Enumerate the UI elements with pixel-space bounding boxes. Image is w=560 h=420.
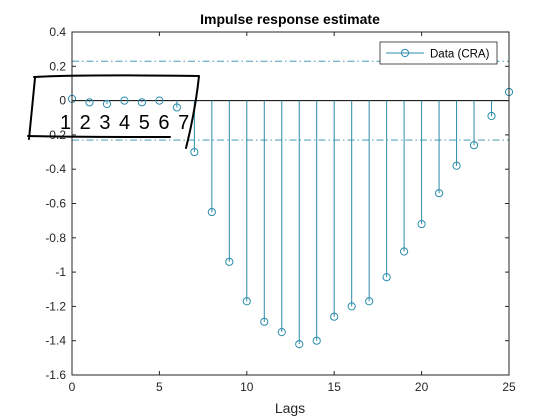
y-tick-label: -0.4 — [45, 162, 66, 176]
y-tick-label: -1.6 — [45, 368, 66, 382]
legend-label: Data (CRA) — [430, 49, 490, 61]
stem-marker — [120, 96, 129, 105]
stem-marker — [242, 297, 251, 306]
stem-marker — [417, 219, 426, 229]
x-tick-label: 25 — [502, 380, 516, 394]
stem-marker — [347, 302, 356, 311]
x-tick-label: 10 — [240, 380, 254, 394]
y-tick-label: -1.2 — [45, 299, 66, 313]
stem-marker — [260, 317, 269, 326]
annotation-text: 1 2 3 4 5 6 7 — [60, 112, 191, 134]
x-tick-label: 20 — [415, 380, 429, 394]
stem-marker — [137, 98, 147, 107]
stem-marker — [312, 336, 321, 345]
stem-marker — [330, 312, 339, 321]
chart-title: Impulse response estimate — [200, 11, 380, 27]
stem-marker — [469, 141, 479, 150]
x-axis-label: Lags — [275, 400, 305, 416]
stem-marker — [400, 247, 409, 256]
stem-marker — [295, 340, 304, 349]
axes: 0 5 10 15 20 25 -1.6 -1.4 -1.2 -1 -0.8 -0.6 -0.4 -0.2… — [45, 25, 516, 394]
stem-marker — [434, 189, 444, 198]
legend-box — [379, 41, 498, 65]
y-tick-label: -1 — [55, 265, 66, 279]
stem-marker — [365, 297, 374, 306]
stem-marker — [487, 111, 496, 121]
stem-marker — [155, 96, 164, 105]
y-tick-label: -1.4 — [45, 334, 66, 348]
legend-marker — [400, 48, 410, 58]
plot-area — [72, 32, 509, 375]
x-tick-label: 5 — [156, 380, 163, 394]
stem-marker — [207, 207, 216, 217]
handwritten-annotation: 1 2 3 4 5 6 7 — [27, 74, 200, 149]
stem-marker — [382, 273, 391, 282]
stem-marker — [225, 257, 234, 266]
y-tick-label: -0.2 — [45, 128, 66, 142]
annotation-box — [27, 74, 200, 149]
stem-marker — [277, 328, 286, 337]
legend: Data (CRA) — [379, 41, 498, 65]
y-tick-label: -0.8 — [45, 231, 66, 245]
stem-marker — [190, 147, 199, 157]
stem-marker — [452, 161, 461, 170]
y-tick-label: 0.2 — [49, 59, 66, 73]
x-tick-label: 0 — [69, 380, 76, 394]
stem-marker — [85, 98, 94, 107]
x-tick-label: 15 — [328, 380, 342, 394]
y-tick-label: -0.6 — [45, 197, 66, 211]
stem-marker — [102, 99, 112, 109]
y-tick-label: 0 — [59, 94, 66, 108]
y-tick-label: 0.4 — [49, 25, 66, 39]
stem-marker — [172, 103, 181, 112]
